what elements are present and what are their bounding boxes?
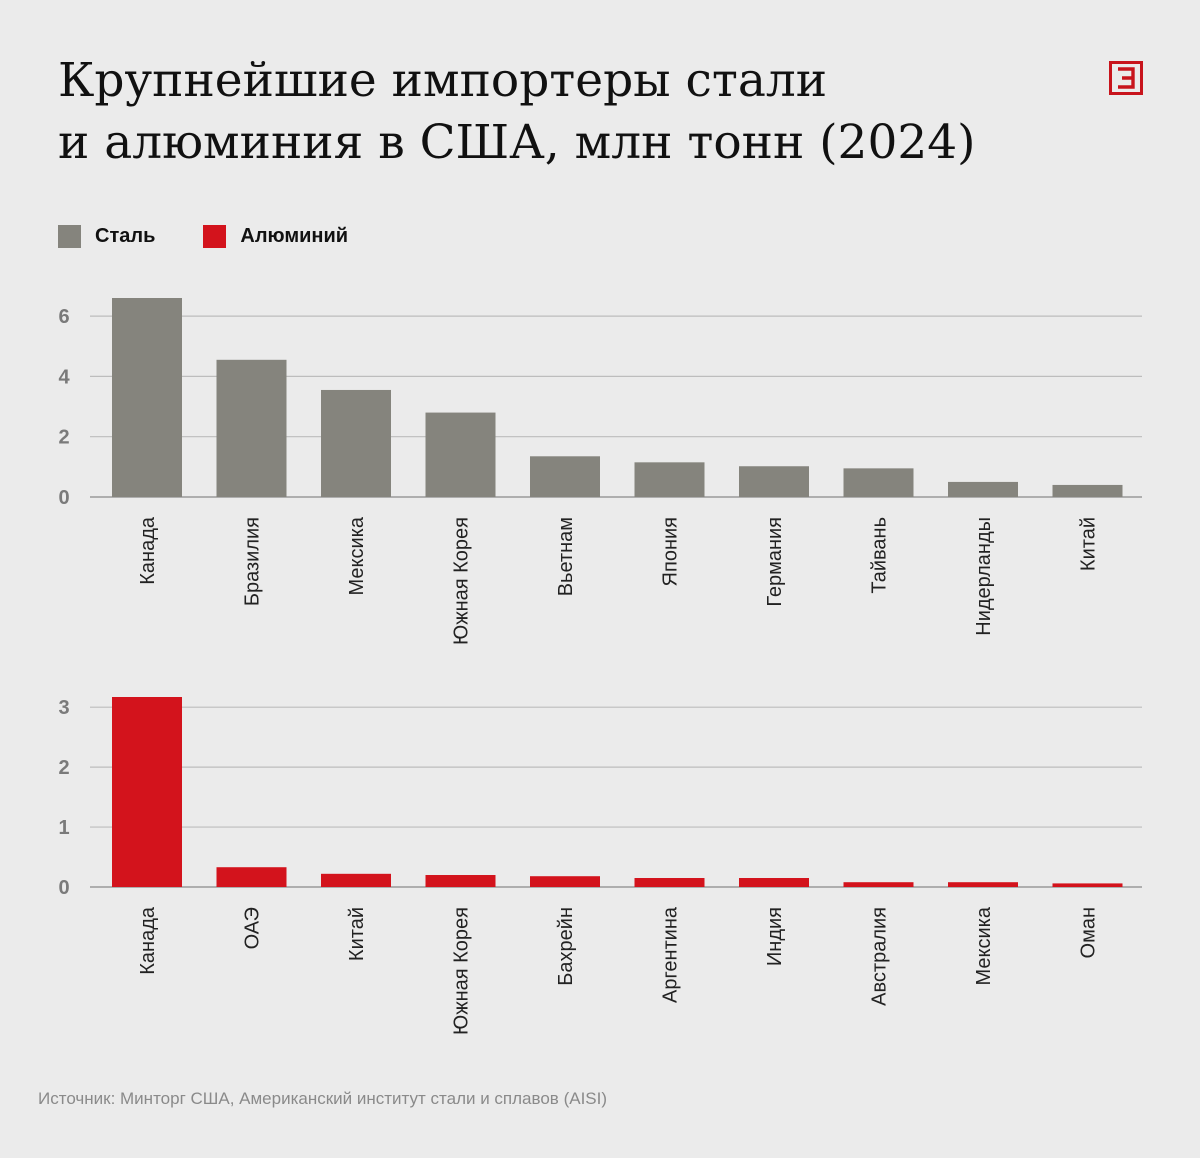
aluminum-category-label: Индия [764,907,786,966]
steel-bar [112,298,182,497]
title-line-1: Крупнейшие импортеры стали [58,53,828,108]
aluminum-category-label: Канада [137,906,159,975]
aluminum-bar [425,875,496,887]
aluminum-bar [321,873,391,887]
steel-chart: 0 2 4 6 Канада Бразилия Мексика Южная Корея Вьет… [58,298,1142,645]
aluminum-category-label: Мексика [973,906,995,985]
chart-title: Крупнейшие импортеры стали и алюминия в … [58,50,1058,174]
aluminum-category-label: Аргентина [660,906,682,1003]
steel-bar [425,412,496,497]
steel-ytick-label: 6 [58,306,69,328]
aluminum-category-label: Оман [1078,907,1100,958]
aluminum-category-label: Бахрейн [555,907,577,986]
steel-bar [321,389,391,497]
steel-category-label: Бразилия [242,517,264,606]
steel-category-label: Нидерланды [973,517,995,636]
aluminum-bar [1052,883,1123,887]
logo-icon [1109,61,1143,95]
legend-swatch-aluminum [203,225,227,248]
aluminum-chart: 0 1 2 3 Канада ОАЭ Китай Южная Корея Бахрейн Арге… [58,697,1142,1035]
aluminum-bar [216,867,287,887]
steel-bar [948,481,1018,497]
steel-bar [843,468,914,497]
aluminum-category-label: Австралия [869,907,891,1006]
legend-label-aluminum: Алюминий [240,225,349,247]
steel-bar [216,359,287,497]
aluminum-ytick-label: 2 [58,757,69,779]
legend-swatch-steel [58,225,81,248]
legend: Сталь Алюминий [58,225,396,248]
aluminum-ytick-label: 0 [58,877,69,899]
aluminum-ytick-label: 3 [58,697,69,719]
aluminum-bar [843,882,914,887]
aluminum-bar [739,878,809,887]
aluminum-ytick-label: 1 [58,817,69,839]
steel-category-label: Япония [660,517,682,586]
legend-item-aluminum: Алюминий [203,225,348,248]
aluminum-bar [112,697,182,887]
legend-label-steel: Сталь [95,225,156,247]
aluminum-bar [948,882,1018,887]
steel-category-label: Тайвань [869,517,891,594]
steel-bar [1052,484,1123,497]
aluminum-category-label: ОАЭ [242,907,264,949]
steel-category-label: Германия [764,517,786,607]
steel-category-label: Южная Корея [451,517,473,645]
source-note: Источник: Минторг США, Американский инст… [38,1089,608,1108]
steel-ytick-label: 2 [58,427,69,449]
aluminum-category-label: Китай [346,907,368,961]
steel-ytick-label: 0 [58,487,69,509]
steel-category-label: Вьетнам [555,517,577,596]
steel-category-label: Китай [1078,517,1100,571]
aluminum-bar [634,878,705,887]
aluminum-bar [530,876,600,887]
steel-bar [739,466,809,497]
steel-ytick-label: 4 [58,366,70,388]
steel-bar [530,456,600,497]
steel-category-label: Канада [137,516,159,585]
legend-item-steel: Сталь [58,225,155,248]
steel-category-label: Мексика [346,516,368,595]
title-line-2: и алюминия в США, млн тонн (2024) [58,115,976,170]
aluminum-category-label: Южная Корея [451,907,473,1035]
steel-bar [634,462,705,497]
